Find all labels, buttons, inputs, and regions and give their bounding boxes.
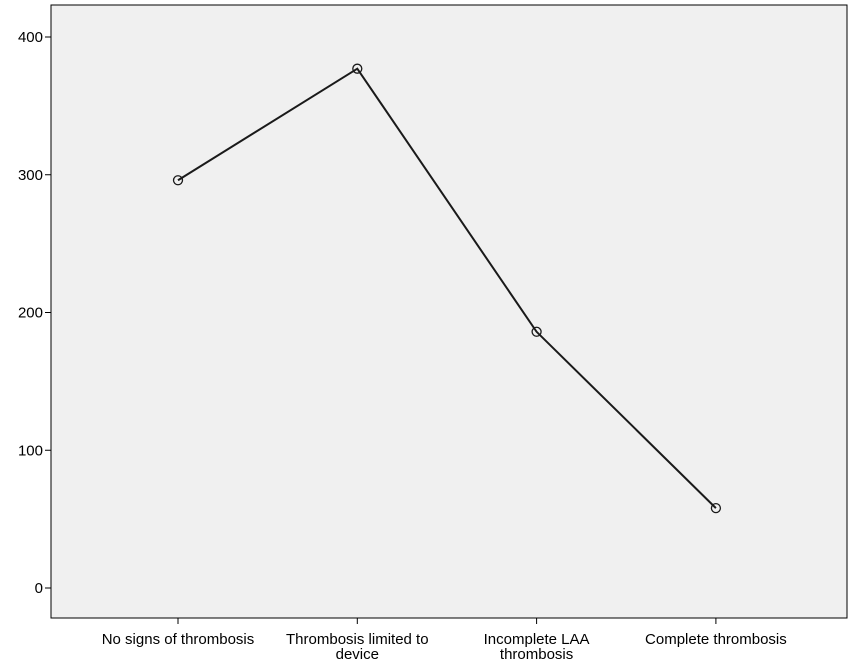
x-category-label: Complete thrombosis bbox=[645, 631, 787, 648]
series-line bbox=[172, 63, 722, 514]
y-tick-label: 100 bbox=[18, 442, 43, 459]
axes: 0 100 200 300 400 No signs of thrombosis Throm… bbox=[18, 29, 787, 663]
x-category-label: device bbox=[336, 646, 379, 663]
y-tick-label: 300 bbox=[18, 167, 43, 184]
plot-area bbox=[50, 4, 848, 619]
y-tick-label: 200 bbox=[18, 305, 43, 322]
x-category-label: Incomplete LAA bbox=[484, 631, 590, 648]
y-tick-label: 0 bbox=[35, 580, 43, 597]
x-category-label: thrombosis bbox=[500, 646, 573, 663]
data-point bbox=[352, 63, 363, 74]
x-category-label: No signs of thrombosis bbox=[102, 631, 255, 648]
data-point bbox=[172, 175, 184, 186]
x-category-label: Thrombosis limited to bbox=[286, 631, 429, 648]
series-path bbox=[177, 67, 717, 509]
y-tick-label: 400 bbox=[18, 29, 43, 46]
data-point bbox=[710, 502, 722, 514]
data-point bbox=[531, 326, 542, 337]
